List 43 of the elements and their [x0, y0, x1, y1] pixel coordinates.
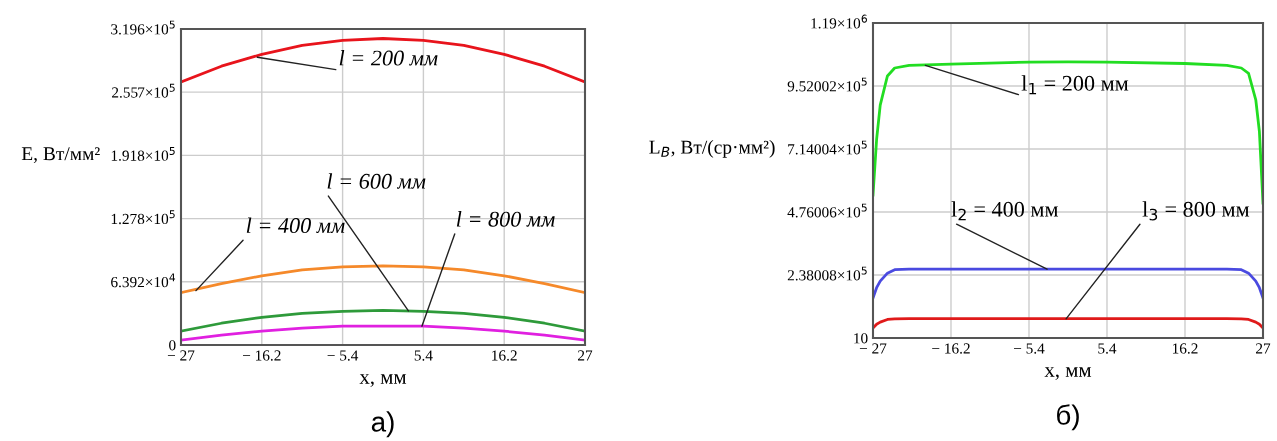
y-tick-label: 4.76006×10$^{5}$ [787, 203, 867, 218]
text: а) [371, 411, 394, 438]
annotation: l$_{1}$ = 200 мм [1021, 75, 1129, 95]
y-tick-label: 2.38008×10$^{5}$ [787, 266, 867, 281]
x-tick-label: − 16.2 [242, 350, 281, 361]
annotation: l = 200 мм [339, 49, 438, 66]
y-tick-label: 0 [169, 340, 176, 351]
x-axis-title: x, мм [1044, 367, 1092, 380]
y-tick-label: 7.14004×10$^{5}$ [788, 140, 867, 155]
x-tick-label: − 16.2 [932, 343, 970, 354]
y-tick-label: 2.557×10$^{5}$ [112, 83, 175, 98]
x-tick-label: 5.4 [414, 350, 433, 361]
y-tick-label: 1.918×10$^{5}$ [111, 147, 175, 161]
y-axis-title: L$_{B}$, Вт/(ср·мм²) [649, 140, 775, 158]
y-tick-label: 6.392×10$^{4}$ [111, 273, 176, 288]
text: б) [1057, 404, 1079, 431]
annotation: l = 600 мм [327, 173, 426, 189]
annotation: l$_{3}$ = 800 мм [1142, 201, 1250, 221]
x-tick-label: − 27 [859, 343, 887, 354]
y-tick-label: 1.19×10$^{6}$ [811, 14, 867, 29]
x-tick-label: 16.2 [1172, 343, 1198, 354]
y-tick-label: 1.278×10$^{5}$ [111, 210, 175, 225]
line-series [181, 264, 585, 294]
line-series [181, 324, 585, 342]
x-tick-label: 27 [1256, 343, 1271, 354]
x-tick-label: − 5.4 [1014, 343, 1045, 354]
annotation: l = 400 мм [246, 217, 345, 234]
line-series [181, 309, 585, 333]
y-tick-label: 10 [854, 333, 868, 344]
line-series [181, 37, 585, 84]
annotation: l$_{2}$ = 400 мм [951, 201, 1059, 221]
y-axis-title: E, Вт/мм² [21, 147, 100, 164]
x-axis-title: x, мм [359, 374, 407, 387]
x-tick-label: 16.2 [492, 350, 517, 361]
x-tick-label: − 5.4 [327, 350, 359, 361]
line-series [873, 267, 1263, 300]
x-tick-label: 27 [578, 350, 593, 361]
annotation: l = 800 мм [456, 211, 555, 227]
line-series [873, 317, 1263, 330]
y-tick-label: 3.196×10$^{5}$ [111, 20, 175, 35]
x-tick-label: 5.4 [1098, 343, 1117, 354]
y-tick-label: 9.52002×10$^{5}$ [787, 77, 867, 92]
x-tick-label: − 27 [167, 350, 195, 361]
